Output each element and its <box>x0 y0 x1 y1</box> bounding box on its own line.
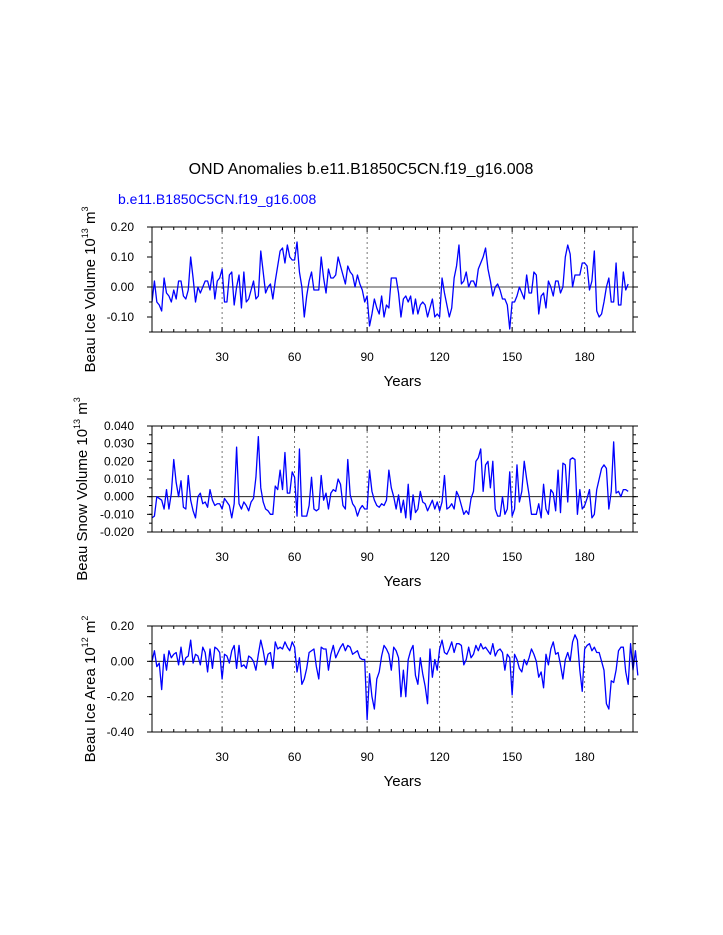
x-tick-label: 150 <box>502 750 522 764</box>
y-axis-label-text: Beau Ice Area 10 <box>82 647 99 762</box>
x-tick-label: 30 <box>215 550 229 564</box>
figure-title: OND Anomalies b.e11.B1850C5CN.f19_g16.00… <box>189 161 534 178</box>
y-axis-label: Beau Snow Volume 1013 m3 <box>72 397 91 580</box>
y-tick-label: 0.20 <box>111 220 135 234</box>
x-tick-label: 150 <box>502 350 522 364</box>
y-tick-label: 0.040 <box>104 419 134 433</box>
y-tick-label: 0.020 <box>104 454 134 468</box>
y-axis-label-unit-exponent: 3 <box>72 397 82 402</box>
y-axis-label-text: Beau Snow Volume 10 <box>74 429 91 581</box>
x-tick-label: 30 <box>215 350 229 364</box>
x-tick-label: 180 <box>575 750 595 764</box>
y-tick-label: 0.00 <box>111 654 135 668</box>
x-tick-label: 90 <box>360 550 374 564</box>
x-tick-label: 180 <box>575 350 595 364</box>
plot-frame <box>151 625 634 733</box>
y-tick-label: -0.40 <box>107 725 135 739</box>
x-tick-label: 120 <box>430 550 450 564</box>
x-tick-label: 60 <box>288 550 302 564</box>
plot-frame <box>151 226 634 333</box>
y-axis-label-unit-exponent: 3 <box>80 207 90 212</box>
plot-frame <box>151 425 634 533</box>
y-tick-label: 0.20 <box>111 619 135 633</box>
y-axis-label: Beau Ice Area 1012 m2 <box>80 616 99 763</box>
x-tick-label: 60 <box>288 350 302 364</box>
x-tick-label: 120 <box>430 750 450 764</box>
snow-volume-panel: 30 60 90 120 150 180 -0.020 -0.010 0.000 0.010 0.0… <box>72 397 638 590</box>
y-axis-label-exponent: 12 <box>80 637 90 647</box>
ice-volume-panel: 30 60 90 120 150 180 -0.10 0.00 0.10 0.20 Years Bea… <box>80 207 638 390</box>
x-tick-label: 180 <box>575 550 595 564</box>
x-tick-label: 150 <box>502 550 522 564</box>
y-tick-label: -0.020 <box>100 525 134 539</box>
figure-subtitle: b.e11.B1850C5CN.f19_g16.008 <box>118 191 316 207</box>
x-tick-label: 90 <box>360 350 374 364</box>
x-axis-label: Years <box>384 773 422 790</box>
y-tick-label: -0.010 <box>100 507 134 521</box>
y-axis-label-unit-exponent: 2 <box>80 616 90 621</box>
y-axis-label-unit: m <box>82 621 99 638</box>
y-axis-label-unit: m <box>82 212 99 229</box>
y-tick-label: -0.10 <box>107 310 135 324</box>
x-axis-label: Years <box>384 573 422 590</box>
y-tick-label: 0.000 <box>104 490 134 504</box>
y-axis-label-unit: m <box>74 402 91 419</box>
ice-area-panel: 30 60 90 120 150 180 -0.40 -0.20 0.00 0.20 Years Be… <box>80 616 639 790</box>
series-line <box>151 634 639 721</box>
y-axis-label: Beau Ice Volume 1013 m3 <box>80 207 99 373</box>
series-line <box>151 435 629 521</box>
y-axis-label-exponent: 13 <box>80 228 90 238</box>
y-tick-label: 0.10 <box>111 250 135 264</box>
x-axis-label: Years <box>384 373 422 390</box>
x-tick-label: 30 <box>215 750 229 764</box>
x-tick-label: 90 <box>360 750 374 764</box>
y-tick-label: 0.00 <box>111 280 135 294</box>
x-tick-label: 60 <box>288 750 302 764</box>
y-tick-label: 0.030 <box>104 437 134 451</box>
y-tick-label: 0.010 <box>104 472 134 486</box>
series-line <box>151 241 629 330</box>
y-tick-label: -0.20 <box>107 690 135 704</box>
y-axis-label-text: Beau Ice Volume 10 <box>82 238 99 372</box>
x-tick-label: 120 <box>430 350 450 364</box>
y-axis-label-exponent: 13 <box>72 419 82 429</box>
